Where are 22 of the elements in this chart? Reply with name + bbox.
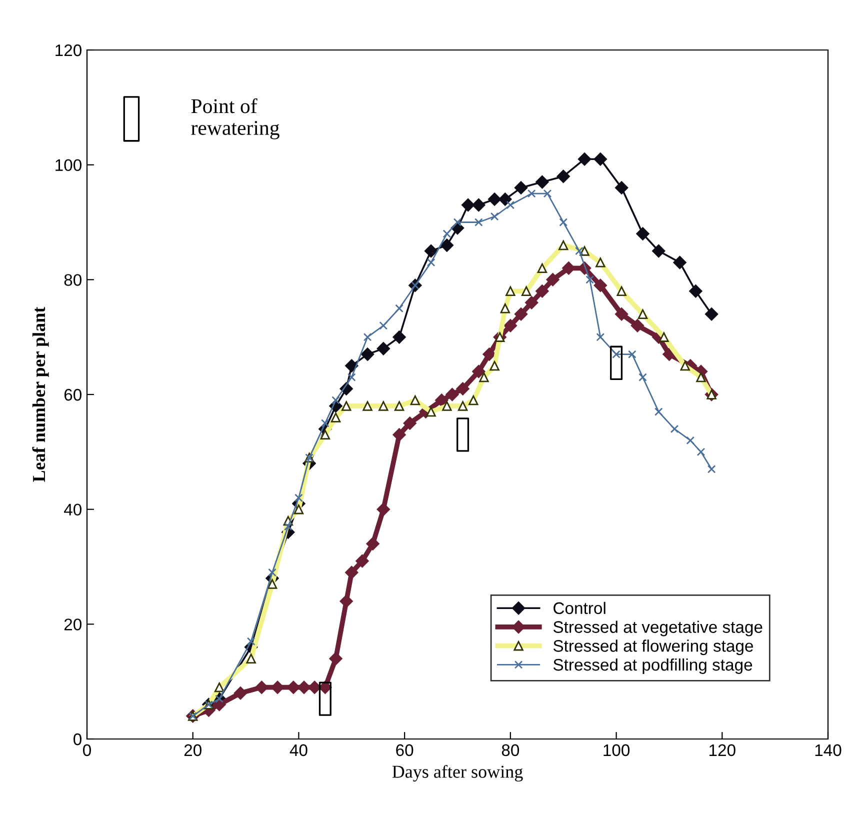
x-tick-label: 40 — [290, 744, 308, 756]
legend-label: Stressed at podfilling stage — [553, 658, 752, 674]
x-tick-label: 20 — [184, 744, 202, 756]
y-axis-title: Leaf number per plant — [32, 306, 49, 482]
legend-label: Control — [554, 602, 606, 614]
y-tick-label: 120 — [56, 44, 82, 56]
x-tick-label: 120 — [710, 744, 736, 756]
y-tick-label: 0 — [74, 733, 82, 746]
y-tick-label: 60 — [64, 388, 82, 401]
legend-label: Stressed at vegetative stage — [553, 620, 762, 636]
x-axis-title: Days after sowing — [392, 764, 523, 782]
x-tick-label: 60 — [396, 744, 414, 756]
x-tick-label: 140 — [815, 744, 842, 756]
y-tick-label: 20 — [64, 618, 82, 630]
y-tick-label: 80 — [64, 274, 82, 286]
y-tick-label: 100 — [56, 159, 82, 172]
x-tick-label: 0 — [83, 744, 91, 756]
x-tick-label: 100 — [604, 744, 630, 756]
x-tick-label: 80 — [502, 744, 520, 756]
y-tick-label: 40 — [64, 504, 82, 516]
legend-label: Stressed at flowering stage — [553, 640, 753, 656]
annotation: Point of rewatering — [191, 98, 280, 140]
